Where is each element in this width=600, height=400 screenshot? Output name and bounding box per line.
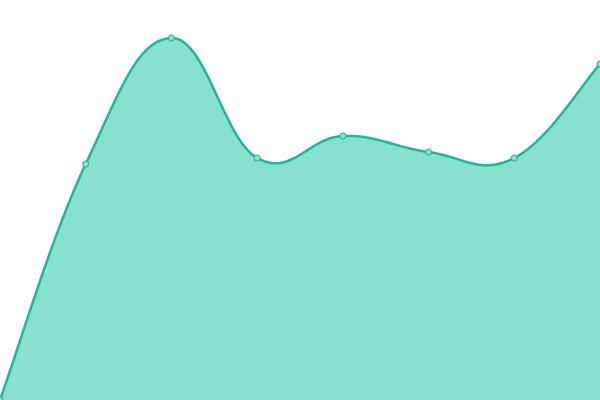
data-point <box>425 148 433 156</box>
data-point <box>339 132 347 140</box>
data-point <box>82 160 90 168</box>
data-point <box>0 396 4 400</box>
data-point <box>253 154 261 162</box>
area-fill <box>0 37 600 400</box>
data-point <box>510 154 518 162</box>
data-point <box>596 60 600 68</box>
data-point <box>167 34 175 42</box>
